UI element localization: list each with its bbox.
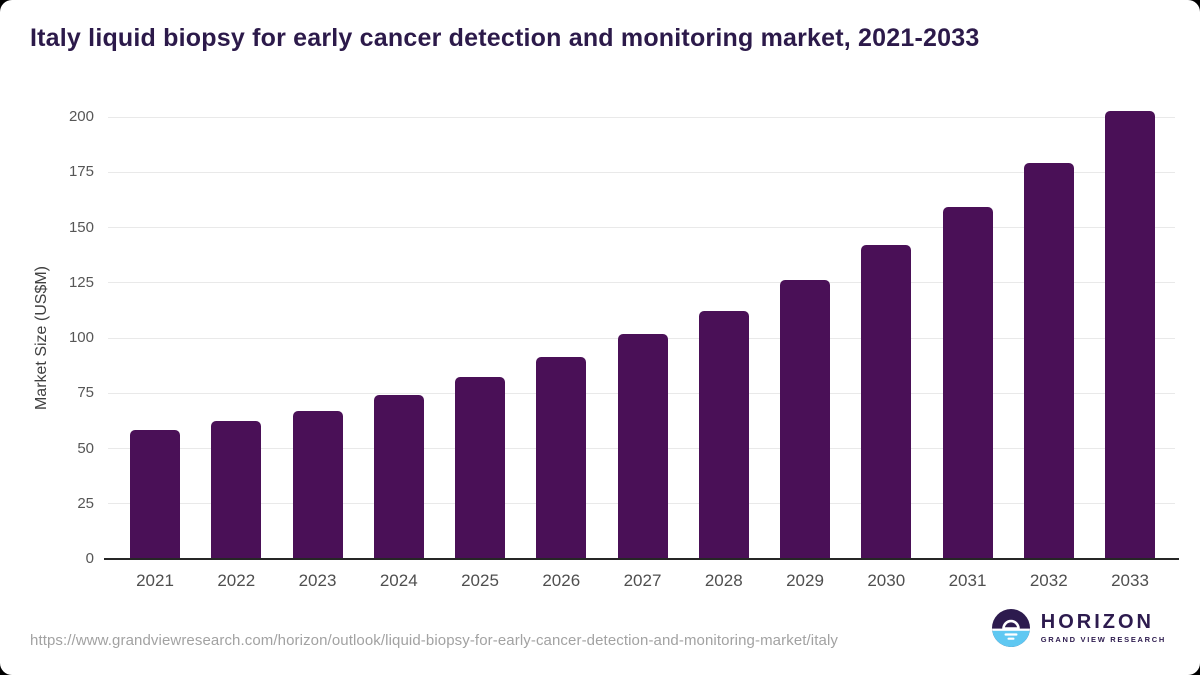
x-tick-label: 2030: [867, 571, 906, 590]
y-tick-label: 0: [85, 550, 94, 567]
gridline: [108, 227, 1175, 228]
bar-2033: [1105, 111, 1155, 559]
y-axis-ticks: 0 25 50 75 100 125 150 175 200: [0, 108, 108, 567]
horizon-logo-text: HORIZON GRAND VIEW RESEARCH: [1041, 612, 1166, 644]
page-title: Italy liquid biopsy for early cancer det…: [30, 24, 980, 52]
gridline: [108, 282, 1175, 284]
bar-2026: [536, 356, 587, 559]
source-url: https://www.grandviewresearch.com/horizo…: [30, 632, 838, 649]
bar-2023: [292, 410, 343, 559]
y-tick-label: 50: [77, 439, 94, 457]
x-tick-label: 2033: [1111, 571, 1149, 590]
y-tick-label: 100: [68, 329, 94, 346]
x-tick-label: 2032: [1029, 571, 1068, 590]
bar-2027: [617, 333, 668, 559]
horizon-logo: HORIZON GRAND VIEW RESEARCH: [991, 609, 1166, 647]
horizon-sub-brand-text: GRAND VIEW RESEARCH: [1040, 635, 1166, 644]
horizon-sunrise-circle-icon: [991, 609, 1030, 647]
x-tick-label: 2028: [704, 571, 743, 590]
bar-2021: [130, 430, 180, 559]
y-tick-label: 200: [68, 108, 94, 125]
bar-2025: [455, 376, 505, 559]
horizon-brand-text: HORIZON: [1040, 611, 1154, 633]
bar-2029: [780, 279, 830, 559]
y-tick-label: 75: [77, 384, 94, 402]
x-tick-label: 2022: [217, 571, 256, 590]
x-tick-label: 2031: [948, 571, 987, 590]
bar-2031: [942, 207, 993, 559]
x-tick-label: 2029: [786, 571, 824, 590]
x-tick-label: 2026: [542, 571, 581, 590]
bar-2022: [211, 420, 262, 559]
x-tick-label: 2024: [379, 571, 418, 590]
gridline: [108, 171, 1175, 173]
bar-2024: [373, 394, 424, 559]
y-tick-label: 175: [68, 163, 94, 181]
bar-2028: [698, 310, 749, 559]
x-tick-label: 2023: [298, 571, 337, 590]
y-tick-label: 125: [68, 273, 94, 291]
y-tick-label: 150: [68, 218, 94, 236]
plot-area: [104, 111, 1179, 560]
bar-2030: [861, 245, 912, 559]
x-tick-label: 2027: [623, 571, 662, 590]
gridline: [108, 116, 1175, 118]
bar-2032: [1023, 163, 1074, 559]
x-tick-label: 2021: [136, 571, 174, 590]
x-axis-line: [104, 558, 1179, 560]
x-tick-label: 2025: [461, 571, 499, 590]
y-tick-label: 25: [77, 494, 94, 512]
